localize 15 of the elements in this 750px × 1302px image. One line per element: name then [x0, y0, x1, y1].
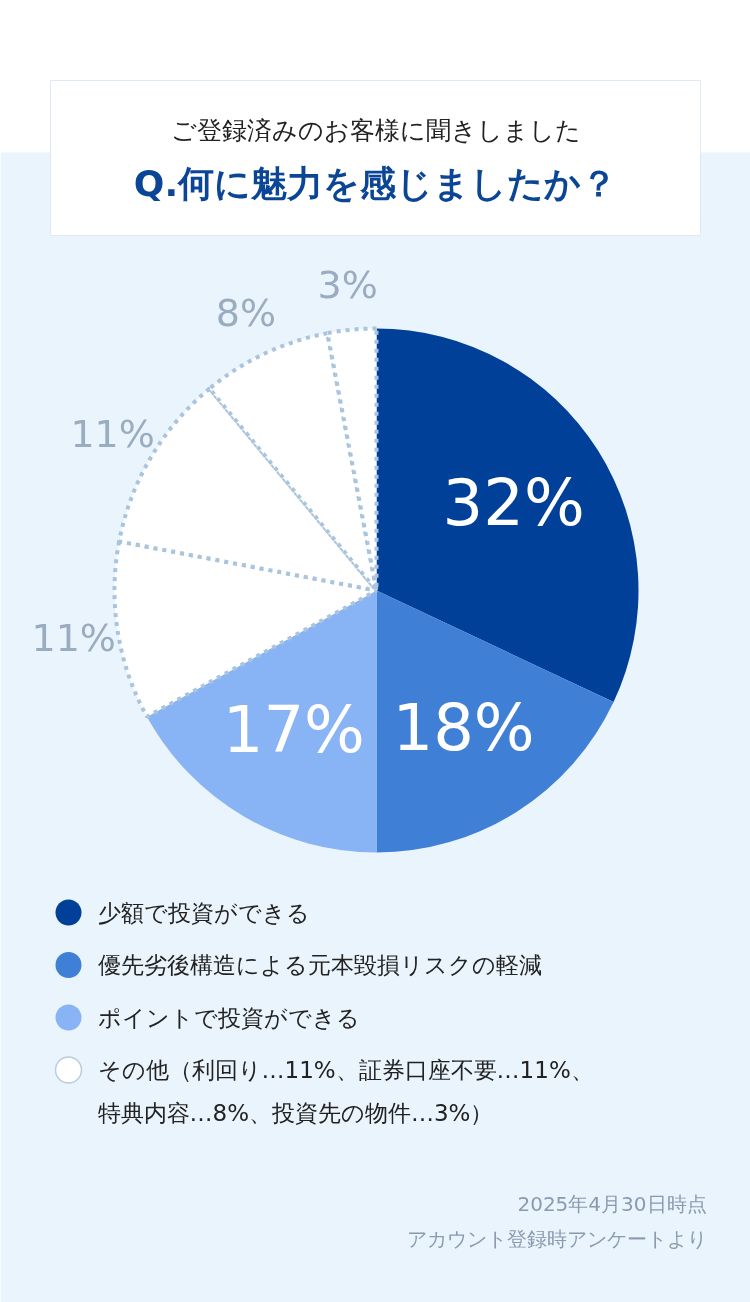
data-label: 11% [31, 616, 116, 661]
data-label: 8% [215, 291, 277, 336]
data-label: 17% [222, 693, 365, 768]
chart-subtitle: Q.何に魅力を感じましたか？ [133, 163, 618, 204]
data-label: 11% [70, 412, 155, 457]
text: アカウント登録時アンケートより [406, 1226, 707, 1251]
text: その他（利回り…11%、証券口座不要…11%、特典内容…8%、投資先の物件…3%） [97, 1057, 594, 1126]
legend-label: 少額で投資ができる [97, 899, 310, 926]
chart-title: ご登録済みのお客様に聞きしました [170, 116, 581, 145]
data-label: 32% [442, 466, 585, 541]
legend-label: 優先劣後構造による元本毀損リスクの軽減 [97, 952, 542, 978]
legend-label: ポイントで投資ができる [97, 1004, 360, 1031]
data-label: 3% [317, 263, 378, 308]
text: 2025年4月30日時点 [517, 1191, 707, 1216]
data-label: 18% [392, 690, 535, 765]
